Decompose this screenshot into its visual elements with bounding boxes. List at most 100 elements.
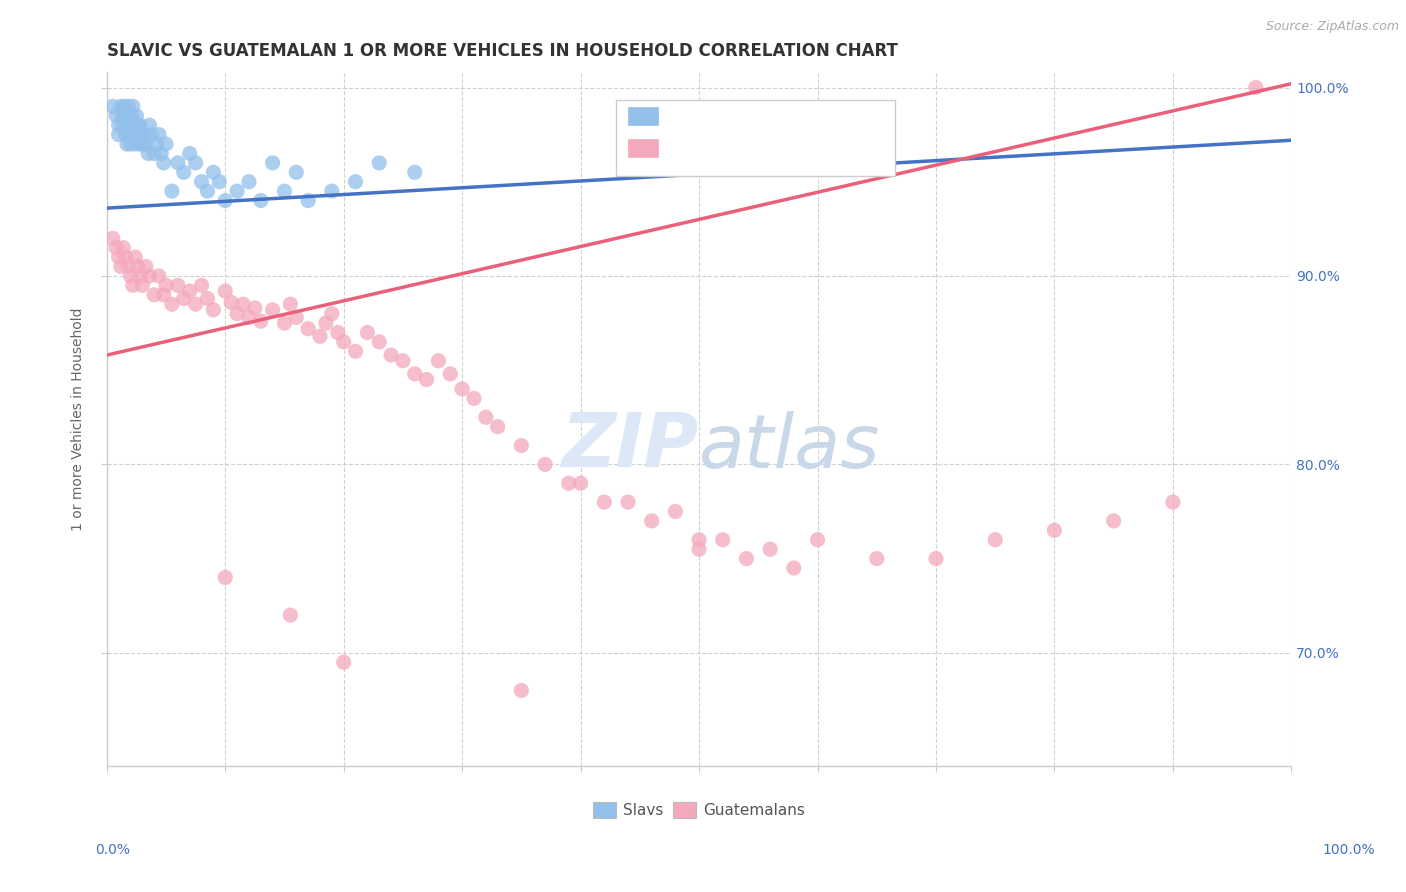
Point bbox=[392, 353, 415, 368]
Point bbox=[297, 194, 319, 208]
Point bbox=[197, 292, 219, 306]
Point bbox=[214, 194, 236, 208]
Legend: Slavs, Guatemalans: Slavs, Guatemalans bbox=[586, 796, 811, 824]
Point bbox=[202, 302, 225, 317]
Point bbox=[148, 128, 170, 142]
Point bbox=[356, 326, 378, 340]
Point bbox=[214, 570, 236, 584]
Point bbox=[122, 128, 145, 142]
Point bbox=[273, 184, 295, 198]
Point bbox=[110, 99, 132, 113]
Point bbox=[112, 118, 135, 132]
Point bbox=[262, 302, 284, 317]
Point bbox=[759, 542, 782, 557]
Point bbox=[593, 495, 616, 509]
Point bbox=[197, 184, 219, 198]
Point bbox=[173, 292, 195, 306]
Point bbox=[135, 260, 157, 274]
Point bbox=[101, 231, 124, 245]
Point bbox=[202, 165, 225, 179]
Point bbox=[127, 118, 149, 132]
Point bbox=[238, 310, 260, 325]
Point bbox=[155, 136, 177, 151]
Point bbox=[143, 146, 166, 161]
Point bbox=[664, 504, 686, 518]
Text: atlas: atlas bbox=[699, 411, 880, 483]
Point bbox=[110, 260, 132, 274]
Point bbox=[427, 353, 450, 368]
Point bbox=[131, 136, 153, 151]
Bar bbox=[628, 107, 658, 125]
Point bbox=[120, 128, 142, 142]
Point bbox=[190, 278, 212, 293]
Point bbox=[117, 260, 139, 274]
Point bbox=[315, 316, 337, 330]
Point bbox=[121, 118, 143, 132]
Point bbox=[486, 419, 509, 434]
Point bbox=[152, 287, 174, 301]
Point bbox=[101, 99, 124, 113]
Point bbox=[115, 136, 138, 151]
Point bbox=[321, 184, 343, 198]
Point bbox=[184, 297, 207, 311]
Point bbox=[121, 278, 143, 293]
Point bbox=[107, 118, 129, 132]
Text: SLAVIC VS GUATEMALAN 1 OR MORE VEHICLES IN HOUSEHOLD CORRELATION CHART: SLAVIC VS GUATEMALAN 1 OR MORE VEHICLES … bbox=[107, 42, 897, 60]
Point bbox=[117, 99, 139, 113]
Point bbox=[249, 194, 271, 208]
Point bbox=[120, 268, 142, 283]
Point bbox=[510, 438, 533, 452]
Text: Source: ZipAtlas.com: Source: ZipAtlas.com bbox=[1265, 20, 1399, 33]
Point bbox=[124, 136, 146, 151]
Point bbox=[1244, 80, 1267, 95]
Point bbox=[114, 99, 136, 113]
Y-axis label: 1 or more Vehicles in Household: 1 or more Vehicles in Household bbox=[72, 308, 86, 531]
Point bbox=[285, 165, 308, 179]
Point bbox=[117, 109, 139, 123]
Point bbox=[321, 307, 343, 321]
Point bbox=[118, 118, 141, 132]
Point bbox=[368, 156, 391, 170]
Point bbox=[404, 165, 426, 179]
Point bbox=[226, 307, 249, 321]
Point bbox=[125, 109, 148, 123]
Point bbox=[111, 109, 134, 123]
Point bbox=[136, 146, 159, 161]
Point bbox=[131, 278, 153, 293]
Point bbox=[249, 314, 271, 328]
Point bbox=[984, 533, 1007, 547]
Point bbox=[866, 551, 889, 566]
Text: ZIP: ZIP bbox=[562, 410, 699, 483]
Point bbox=[415, 373, 437, 387]
Point bbox=[148, 268, 170, 283]
Point bbox=[107, 128, 129, 142]
FancyBboxPatch shape bbox=[616, 100, 894, 177]
Point bbox=[1043, 524, 1066, 538]
Point bbox=[155, 278, 177, 293]
Point bbox=[107, 250, 129, 264]
Point bbox=[160, 184, 183, 198]
Point bbox=[332, 334, 354, 349]
Point bbox=[297, 321, 319, 335]
Point bbox=[463, 392, 485, 406]
Point bbox=[475, 410, 498, 425]
Point bbox=[368, 334, 391, 349]
Point bbox=[280, 297, 302, 311]
Point bbox=[114, 128, 136, 142]
Point bbox=[439, 367, 461, 381]
Point bbox=[735, 551, 758, 566]
Text: 0.0%: 0.0% bbox=[96, 843, 131, 857]
Point bbox=[112, 241, 135, 255]
Point bbox=[143, 287, 166, 301]
Point bbox=[238, 175, 260, 189]
Point bbox=[285, 310, 308, 325]
Point bbox=[688, 542, 710, 557]
Point bbox=[105, 109, 128, 123]
Point bbox=[344, 175, 367, 189]
Point bbox=[510, 683, 533, 698]
Point bbox=[127, 260, 149, 274]
Point bbox=[114, 109, 136, 123]
Point bbox=[150, 146, 173, 161]
Point bbox=[129, 118, 152, 132]
Point bbox=[134, 128, 156, 142]
